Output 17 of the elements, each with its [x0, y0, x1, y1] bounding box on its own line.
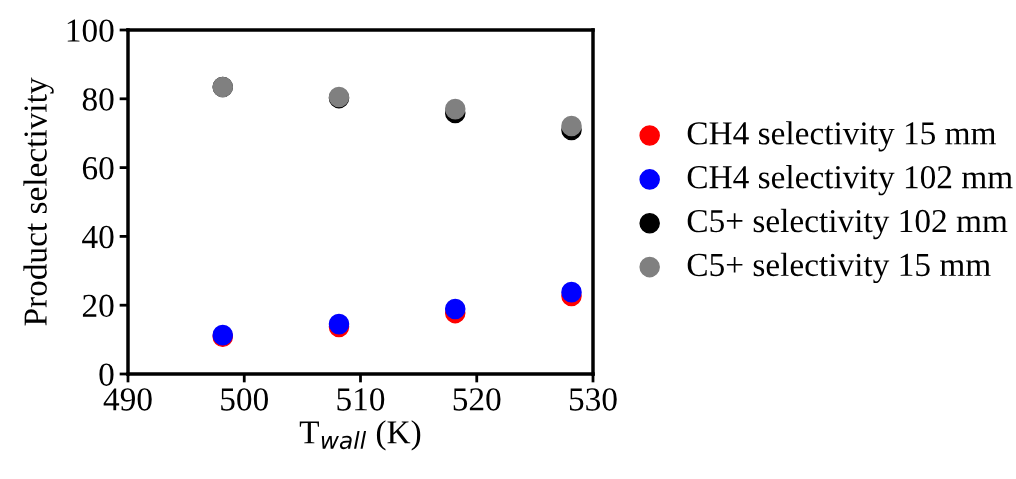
y-tick-label: 0 [99, 363, 114, 386]
legend-label: CH4 selectivity 15 mm [687, 121, 996, 152]
legend-label: CH4 selectivity 102 mm [687, 165, 1013, 196]
x-tick-label: 500 [221, 388, 268, 411]
y-tick-label: 100 [67, 19, 114, 42]
x-tick-label: 520 [453, 388, 501, 411]
y-tick-label: 40 [82, 225, 114, 249]
x-tick-label: 530 [569, 388, 617, 411]
y-tick-label: 60 [82, 157, 114, 180]
legend-label: C5+ selectivity 102 mm [687, 208, 1008, 240]
y-tick-label: 20 [82, 294, 114, 318]
legend-label: C5+ selectivity 15 mm [687, 252, 991, 284]
x-tick-label: 510 [337, 388, 385, 411]
y-tick-label: 80 [82, 88, 114, 111]
y-axis-title: Product selectivity [23, 77, 54, 326]
x-axis-title: T$_{wall}$ (K) [299, 420, 421, 451]
x-tick-label: 490 [103, 388, 152, 411]
